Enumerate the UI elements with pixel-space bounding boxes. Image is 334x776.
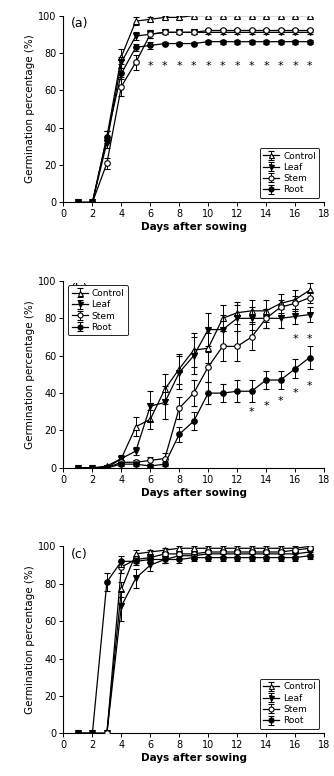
Text: *: * (148, 61, 153, 71)
Text: *: * (307, 61, 312, 71)
Text: *: * (292, 61, 298, 71)
Y-axis label: Germination percentage (%): Germination percentage (%) (25, 300, 35, 449)
Text: *: * (307, 334, 312, 344)
Text: *: * (249, 407, 255, 417)
Text: *: * (133, 61, 139, 71)
Y-axis label: Germination percentage (%): Germination percentage (%) (25, 35, 35, 183)
Text: *: * (220, 61, 225, 71)
Y-axis label: Germination percentage (%): Germination percentage (%) (25, 566, 35, 714)
X-axis label: Days after sowing: Days after sowing (141, 487, 247, 497)
Text: *: * (292, 334, 298, 344)
Text: *: * (176, 61, 182, 71)
Legend: Control, Leaf, Stem, Root: Control, Leaf, Stem, Root (260, 148, 319, 198)
X-axis label: Days after sowing: Days after sowing (141, 753, 247, 763)
Text: *: * (249, 61, 255, 71)
Text: *: * (292, 388, 298, 398)
Legend: Control, Leaf, Stem, Root: Control, Leaf, Stem, Root (68, 286, 128, 335)
Text: *: * (278, 396, 283, 406)
X-axis label: Days after sowing: Days after sowing (141, 222, 247, 232)
Text: *: * (307, 381, 312, 390)
Legend: Control, Leaf, Stem, Root: Control, Leaf, Stem, Root (260, 679, 319, 729)
Text: *: * (263, 61, 269, 71)
Text: *: * (263, 401, 269, 411)
Text: *: * (162, 61, 168, 71)
Text: *: * (278, 61, 283, 71)
Text: (a): (a) (71, 17, 89, 30)
Text: (c): (c) (71, 549, 88, 561)
Text: (b): (b) (71, 282, 89, 296)
Text: *: * (205, 61, 211, 71)
Text: *: * (191, 61, 196, 71)
Text: *: * (234, 61, 240, 71)
